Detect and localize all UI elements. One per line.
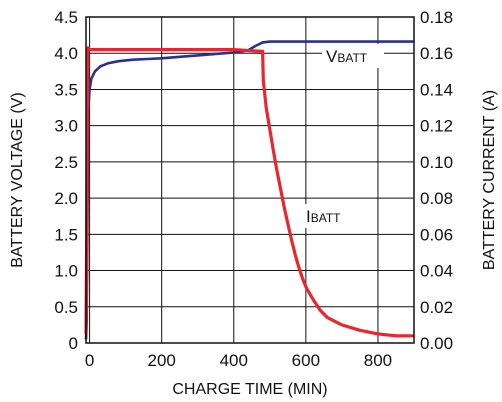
x-tick-label: 0 [85, 351, 94, 370]
y-axis-left-title: BATTERY VOLTAGE (V) [9, 92, 26, 267]
series-label-vbatt: VBATT [326, 47, 368, 66]
y-left-tick-label: 4.5 [54, 8, 78, 27]
y-left-tick-label: 2.0 [54, 189, 78, 208]
x-tick-label: 400 [220, 351, 248, 370]
series-line-vbatt [84, 40, 414, 340]
y-left-tick-label: 3.0 [54, 117, 78, 136]
y-right-tick-label: 0.10 [420, 153, 453, 172]
plot-frame [85, 16, 415, 344]
y-right-tick-label: 0.00 [420, 334, 453, 353]
series-line-ibatt [84, 46, 414, 338]
x-axis-title: CHARGE TIME (MIN) [172, 381, 327, 398]
y-right-tick-label: 0.06 [420, 225, 453, 244]
series-label-bg [302, 204, 366, 228]
series-label-ibatt: IBATT [306, 207, 341, 226]
y-left-tick-label: 1.5 [54, 225, 78, 244]
y-left-tick-label: 3.5 [54, 80, 78, 99]
y-right-tick-label: 0.16 [420, 44, 453, 63]
y-left-tick-label: 2.5 [54, 153, 78, 172]
y-right-tick-label: 0.18 [420, 8, 453, 27]
y-right-tick-label: 0.08 [420, 189, 453, 208]
y-right-tick-label: 0.04 [420, 262, 453, 281]
y-right-tick-label: 0.14 [420, 80, 453, 99]
y-right-tick-label: 0.12 [420, 117, 453, 136]
series-group [84, 40, 414, 340]
y-left-tick-label: 4.0 [54, 44, 78, 63]
x-tick-label: 200 [148, 351, 176, 370]
y-right-tick-label: 0.02 [420, 298, 453, 317]
y-left-tick-label: 1.0 [54, 262, 78, 281]
grid-lines [86, 17, 414, 343]
y-axis-right-title: BATTERY CURRENT (A) [481, 90, 498, 270]
x-tick-label: 800 [364, 351, 392, 370]
tick-labels: 0 0.5 1.0 1.5 2.0 2.5 3.0 3.5 4.0 4.5 0.00 0.02 0.04… [54, 8, 453, 370]
y-left-tick-label: 0 [69, 334, 78, 353]
x-tick-label: 600 [292, 351, 320, 370]
y-left-tick-label: 0.5 [54, 298, 78, 317]
series-labels: VBATT IBATT [302, 44, 384, 228]
series-label-bg [322, 44, 384, 68]
